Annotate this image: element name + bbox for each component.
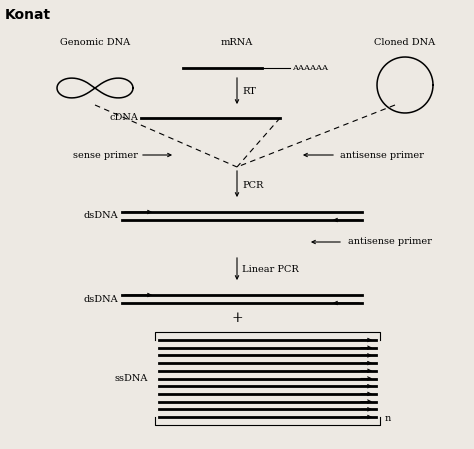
Text: antisense primer: antisense primer — [340, 150, 424, 159]
Text: RT: RT — [242, 88, 256, 97]
Text: Cloned DNA: Cloned DNA — [374, 38, 436, 47]
Text: AAAAAA: AAAAAA — [292, 64, 328, 72]
Text: ssDNA: ssDNA — [115, 374, 148, 383]
Text: Linear PCR: Linear PCR — [242, 265, 299, 274]
Text: mRNA: mRNA — [221, 38, 253, 47]
Text: antisense primer: antisense primer — [348, 238, 432, 247]
Text: Konat: Konat — [5, 8, 51, 22]
Text: +: + — [231, 311, 243, 325]
Text: dsDNA: dsDNA — [83, 211, 118, 220]
Text: cDNA: cDNA — [109, 114, 138, 123]
Text: sense primer: sense primer — [73, 150, 138, 159]
Text: PCR: PCR — [242, 181, 264, 190]
Text: n: n — [385, 414, 391, 423]
Text: dsDNA: dsDNA — [83, 295, 118, 304]
Text: Genomic DNA: Genomic DNA — [60, 38, 130, 47]
